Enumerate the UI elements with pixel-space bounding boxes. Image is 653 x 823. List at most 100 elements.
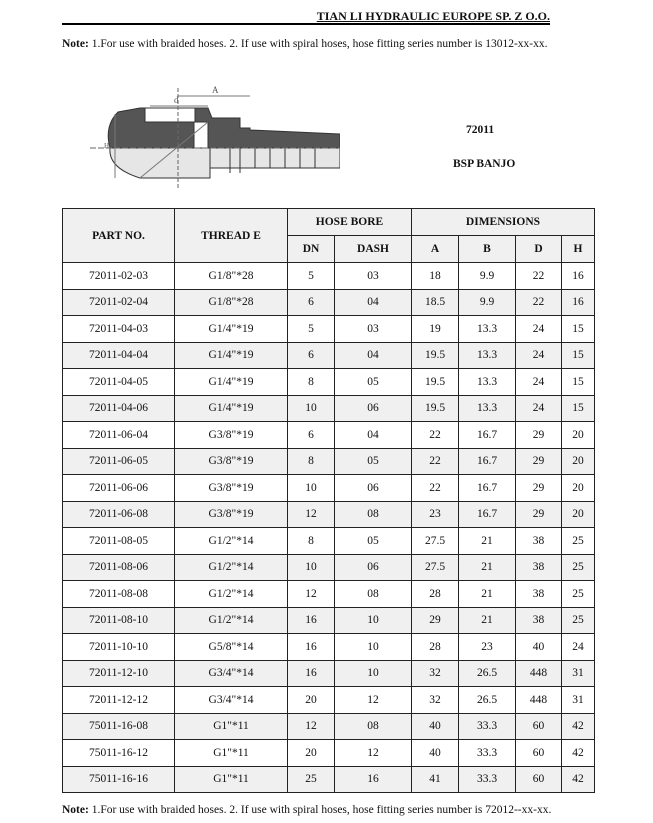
dimension-a-label: A: [212, 85, 219, 95]
cell-dn: 12: [287, 500, 335, 528]
cell-h: 20: [561, 421, 595, 449]
cell-thread: G5/8"*14: [174, 633, 288, 661]
cell-d: 60: [515, 765, 562, 793]
cell-h: 42: [561, 739, 595, 767]
cell-thread: G1/4"*19: [174, 368, 288, 396]
note-label: Note:: [62, 38, 89, 50]
cell-dn: 8: [287, 368, 335, 396]
cell-h: 31: [561, 686, 595, 714]
cell-h: 25: [561, 580, 595, 608]
cell-dash: 05: [334, 527, 412, 555]
cell-dash: 12: [334, 739, 412, 767]
cell-a: 27.5: [411, 553, 459, 581]
table-row: 72011-06-06 G3/8"*19 10 06 22 16.7 29 20: [62, 474, 595, 502]
cell-dn: 12: [287, 712, 335, 740]
cell-d: 22: [515, 288, 562, 316]
header-h: H: [561, 235, 595, 263]
cell-h: 15: [561, 315, 595, 343]
cell-b: 13.3: [458, 368, 516, 396]
cell-a: 40: [411, 739, 459, 767]
cell-thread: G1"*11: [174, 739, 288, 767]
cell-part-no: 72011-08-05: [62, 527, 175, 555]
cell-d: 24: [515, 394, 562, 422]
table-row: 72011-04-04 G1/4"*19 6 04 19.5 13.3 24 15: [62, 341, 595, 369]
cell-dn: 16: [287, 659, 335, 687]
cell-h: 15: [561, 368, 595, 396]
cell-dash: 05: [334, 368, 412, 396]
cell-d: 448: [515, 686, 562, 714]
header-d: D: [515, 235, 562, 263]
cell-dash: 06: [334, 553, 412, 581]
cell-part-no: 72011-08-08: [62, 580, 175, 608]
cell-dash: 04: [334, 421, 412, 449]
header-part-no: PART NO.: [62, 208, 175, 263]
cell-dash: 03: [334, 262, 412, 290]
cell-part-no: 72011-10-10: [62, 633, 175, 661]
cell-b: 21: [458, 606, 516, 634]
cell-h: 20: [561, 500, 595, 528]
cell-dash: 10: [334, 606, 412, 634]
cell-b: 13.3: [458, 315, 516, 343]
spec-table: PART NO. THREAD E HOSE BORE DIMENSIONS D…: [62, 208, 595, 793]
table-row: 72011-04-05 G1/4"*19 8 05 19.5 13.3 24 15: [62, 368, 595, 396]
cell-dn: 10: [287, 394, 335, 422]
table-row: 72011-06-04 G3/8"*19 6 04 22 16.7 29 20: [62, 421, 595, 449]
cell-dn: 6: [287, 341, 335, 369]
cell-dn: 10: [287, 474, 335, 502]
cell-thread: G3/8"*19: [174, 500, 288, 528]
cell-dn: 5: [287, 315, 335, 343]
cell-b: 16.7: [458, 474, 516, 502]
header-thread: THREAD E: [174, 208, 288, 263]
cell-thread: G1/2"*14: [174, 553, 288, 581]
cell-d: 448: [515, 659, 562, 687]
cell-d: 29: [515, 500, 562, 528]
cell-part-no: 72011-06-04: [62, 421, 175, 449]
cell-a: 19.5: [411, 394, 459, 422]
cell-thread: G1/8"*28: [174, 288, 288, 316]
cell-thread: G1/4"*19: [174, 341, 288, 369]
cell-thread: G1/2"*14: [174, 606, 288, 634]
cell-d: 22: [515, 262, 562, 290]
cell-d: 24: [515, 341, 562, 369]
cell-thread: G3/8"*19: [174, 421, 288, 449]
table-row: 72011-04-06 G1/4"*19 10 06 19.5 13.3 24 15: [62, 394, 595, 422]
cell-b: 23: [458, 633, 516, 661]
cell-dn: 8: [287, 447, 335, 475]
cell-d: 38: [515, 580, 562, 608]
cell-h: 16: [561, 288, 595, 316]
table-row: 72011-12-10 G3/4"*14 16 10 32 26.5 448 31: [62, 659, 595, 687]
cell-a: 29: [411, 606, 459, 634]
cell-thread: G1/4"*19: [174, 394, 288, 422]
cell-part-no: 72011-06-08: [62, 500, 175, 528]
cell-b: 16.7: [458, 447, 516, 475]
table-row: 72011-02-03 G1/8"*28 5 03 18 9.9 22 16: [62, 262, 595, 290]
table-row: 72011-02-04 G1/8"*28 6 04 18.5 9.9 22 16: [62, 288, 595, 316]
cell-dash: 06: [334, 474, 412, 502]
cell-b: 33.3: [458, 712, 516, 740]
cell-dash: 06: [334, 394, 412, 422]
cell-a: 32: [411, 659, 459, 687]
cell-b: 16.7: [458, 421, 516, 449]
dimension-h-label: H: [104, 142, 109, 150]
cell-part-no: 72011-04-03: [62, 315, 175, 343]
cell-b: 9.9: [458, 288, 516, 316]
cell-a: 28: [411, 580, 459, 608]
cell-part-no: 72011-12-12: [62, 686, 175, 714]
header-dimensions: DIMENSIONS: [411, 208, 595, 236]
table-row: 72011-06-05 G3/8"*19 8 05 22 16.7 29 20: [62, 447, 595, 475]
cell-b: 26.5: [458, 686, 516, 714]
cell-part-no: 72011-12-10: [62, 659, 175, 687]
cell-dn: 12: [287, 580, 335, 608]
cell-dash: 10: [334, 633, 412, 661]
cell-b: 16.7: [458, 500, 516, 528]
cell-d: 29: [515, 474, 562, 502]
cell-b: 33.3: [458, 739, 516, 767]
cell-h: 20: [561, 447, 595, 475]
cell-a: 19.5: [411, 368, 459, 396]
cell-thread: G1/2"*14: [174, 527, 288, 555]
cell-thread: G3/4"*14: [174, 686, 288, 714]
dimension-D-label: D: [166, 137, 172, 146]
cell-b: 21: [458, 580, 516, 608]
cell-thread: G3/4"*14: [174, 659, 288, 687]
cell-dn: 10: [287, 553, 335, 581]
